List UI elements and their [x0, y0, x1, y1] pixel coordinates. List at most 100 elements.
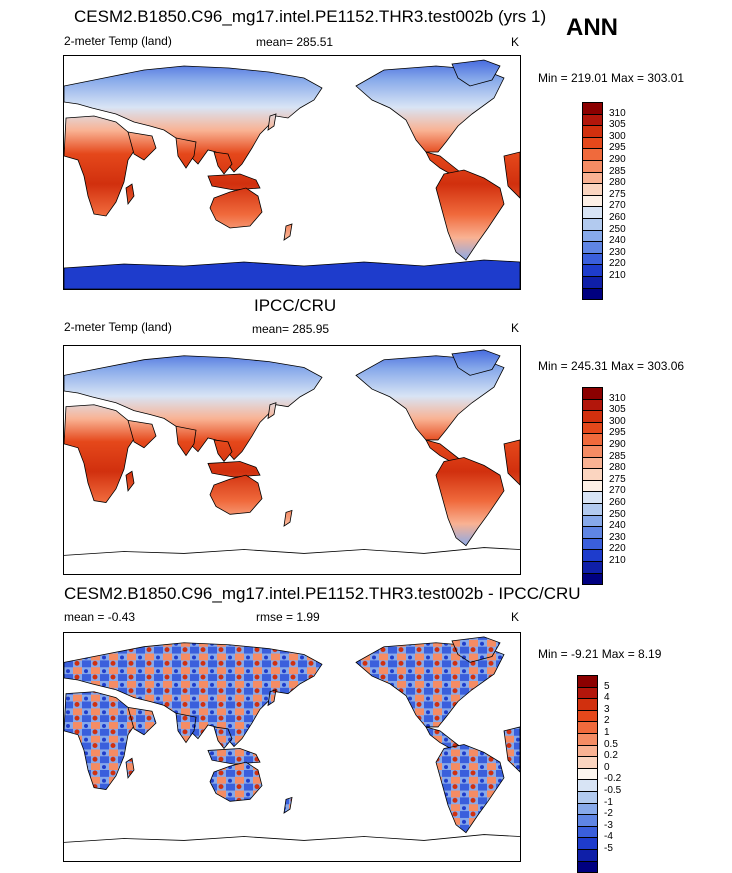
panel-3-units-label: K [511, 610, 520, 624]
land-arabia [127, 419, 157, 449]
colorbar-label: 3 [604, 703, 610, 715]
panel-3-rmse-label: rmse = 1.99 [256, 610, 320, 624]
colorbar-label: -5 [604, 843, 613, 854]
colorbar-label: 290 [609, 439, 626, 450]
colorbar-label: 2 [604, 715, 610, 727]
panel-2-units-label: K [511, 321, 520, 335]
land-indo [207, 461, 261, 478]
land-japan [267, 113, 277, 131]
colorbar-label: 260 [609, 212, 626, 223]
land-arabia [127, 706, 157, 736]
panel-2-title: IPCC/CRU [254, 296, 337, 315]
colorbar-label: -2 [604, 808, 613, 820]
land-india [175, 425, 197, 457]
colorbar-label: 275 [609, 188, 626, 200]
colorbar-label: 295 [609, 142, 626, 154]
land-seasia [213, 439, 233, 463]
colorbar-label: 295 [609, 427, 626, 439]
colorbar-label: 210 [609, 555, 626, 566]
colorbar-label: 240 [609, 235, 626, 247]
colorbar-label: 210 [609, 270, 626, 281]
land-masses [64, 349, 520, 556]
colorbar-label: 260 [609, 497, 626, 508]
panel-1-units-label: K [511, 35, 520, 49]
colorbar-label: 305 [609, 119, 626, 131]
colorbar-label: 230 [609, 531, 626, 543]
land-nz [283, 509, 293, 527]
colorbar-label: -3 [604, 819, 613, 831]
land-wafrica_edge [503, 726, 520, 773]
colorbar-label: 270 [609, 200, 626, 212]
land-arabia [127, 131, 157, 161]
colorbar-swatch [582, 572, 603, 586]
panel-2-mean-label: mean= 285.95 [252, 322, 330, 336]
colorbar-label: 275 [609, 473, 626, 485]
panel-3-map-svg [64, 636, 520, 843]
panel-2-minmax: Min = 245.31 Max = 303.06 [538, 359, 685, 373]
colorbar-label: 250 [609, 223, 626, 235]
colorbar-label: 310 [609, 107, 626, 119]
panel-1-map [63, 55, 521, 290]
panel-1-minmax: Min = 219.01 Max = 303.01 [538, 71, 685, 85]
colorbar-label: 285 [609, 450, 626, 462]
land-samerica [435, 169, 505, 261]
land-indo [207, 748, 261, 765]
colorbar-label: 250 [609, 508, 626, 520]
land-madagascar [125, 757, 135, 779]
coast-antarctica [64, 834, 520, 843]
land-australia [209, 187, 263, 229]
colorbar-label: 240 [609, 520, 626, 532]
panel-3-title: CESM2.B1850.C96_mg17.intel.PE1152.THR3.t… [64, 584, 581, 603]
land-indo [207, 173, 261, 191]
panel-1-mean-label: mean= 285.51 [256, 35, 334, 49]
panel-1-title: CESM2.B1850.C96_mg17.intel.PE1152.THR3.t… [74, 7, 547, 26]
colorbar-label: 280 [609, 177, 626, 189]
panel-1-map-svg [64, 59, 520, 289]
panel-2-map-svg [64, 349, 520, 556]
land-greenland [451, 349, 501, 376]
coast-antarctica [64, 547, 520, 556]
land-antarctica [64, 259, 520, 289]
land-samerica [435, 744, 505, 834]
colorbar-label: 310 [609, 392, 626, 404]
land-australia [209, 761, 263, 802]
land-wafrica_edge [503, 439, 520, 486]
colorbar-label: 300 [609, 415, 626, 427]
land-africa [64, 691, 137, 790]
land-africa [64, 115, 137, 217]
panel-3-map [63, 632, 521, 862]
colorbar-swatch [582, 287, 603, 301]
colorbar-label: 280 [609, 462, 626, 474]
land-africa [64, 404, 137, 503]
land-eurasia [64, 642, 323, 748]
land-samerica [435, 457, 505, 547]
land-nz [283, 796, 293, 814]
land-japan [267, 402, 277, 420]
land-japan [267, 689, 277, 707]
colorbar-label: 4 [604, 692, 610, 704]
panel-2-variable-label: 2-meter Temp (land) [64, 320, 172, 334]
colorbar-label: 285 [609, 165, 626, 177]
colorbar-label: 305 [609, 404, 626, 416]
colorbar-label: 1 [604, 727, 610, 738]
land-madagascar [125, 183, 135, 206]
colorbar-label: -0.2 [604, 773, 622, 785]
panel-3-minmax: Min = -9.21 Max = 8.19 [538, 647, 662, 661]
colorbar-label: 290 [609, 154, 626, 165]
land-eurasia [64, 65, 323, 173]
colorbar-label: 0 [604, 761, 610, 773]
land-india [175, 137, 197, 169]
panel-1-variable-label: 2-meter Temp (land) [64, 34, 172, 48]
colorbar-label: 0.2 [604, 750, 618, 762]
land-masses [64, 59, 520, 289]
season-label: ANN [566, 14, 618, 41]
panel-3-mean-label: mean = -0.43 [64, 610, 136, 624]
land-greenland [451, 636, 501, 663]
colorbar-swatch [577, 860, 598, 873]
land-madagascar [125, 470, 135, 492]
colorbar-label: 270 [609, 485, 626, 497]
land-india [175, 712, 197, 744]
land-seasia [213, 151, 233, 175]
colorbar-label: 5 [604, 680, 610, 692]
colorbar-label: -0.5 [604, 785, 622, 796]
